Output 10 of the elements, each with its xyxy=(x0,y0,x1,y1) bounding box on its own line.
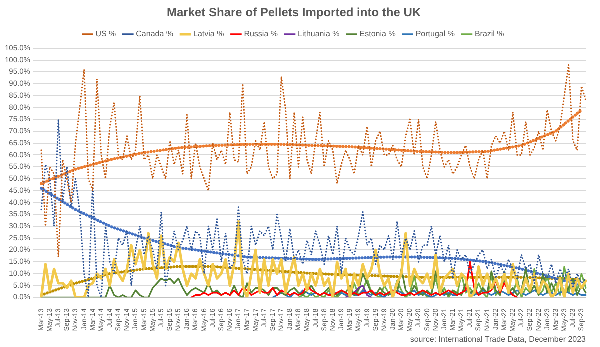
legend-label: Portugal % xyxy=(416,30,455,39)
legend-label: Canada % xyxy=(136,30,174,39)
chart-title: Market Share of Pellets Imported into the UK xyxy=(166,6,422,20)
legend-label: Latvia % xyxy=(194,30,224,39)
legend-label: Estonia % xyxy=(360,30,396,39)
legend-label: Russia % xyxy=(244,30,278,39)
legend-label: Brazil % xyxy=(474,30,504,39)
legend-label: US % xyxy=(96,30,116,39)
legend-label: Lithuania % xyxy=(298,30,340,39)
source-note: source: International Trade Data, December 2023 xyxy=(410,335,586,344)
